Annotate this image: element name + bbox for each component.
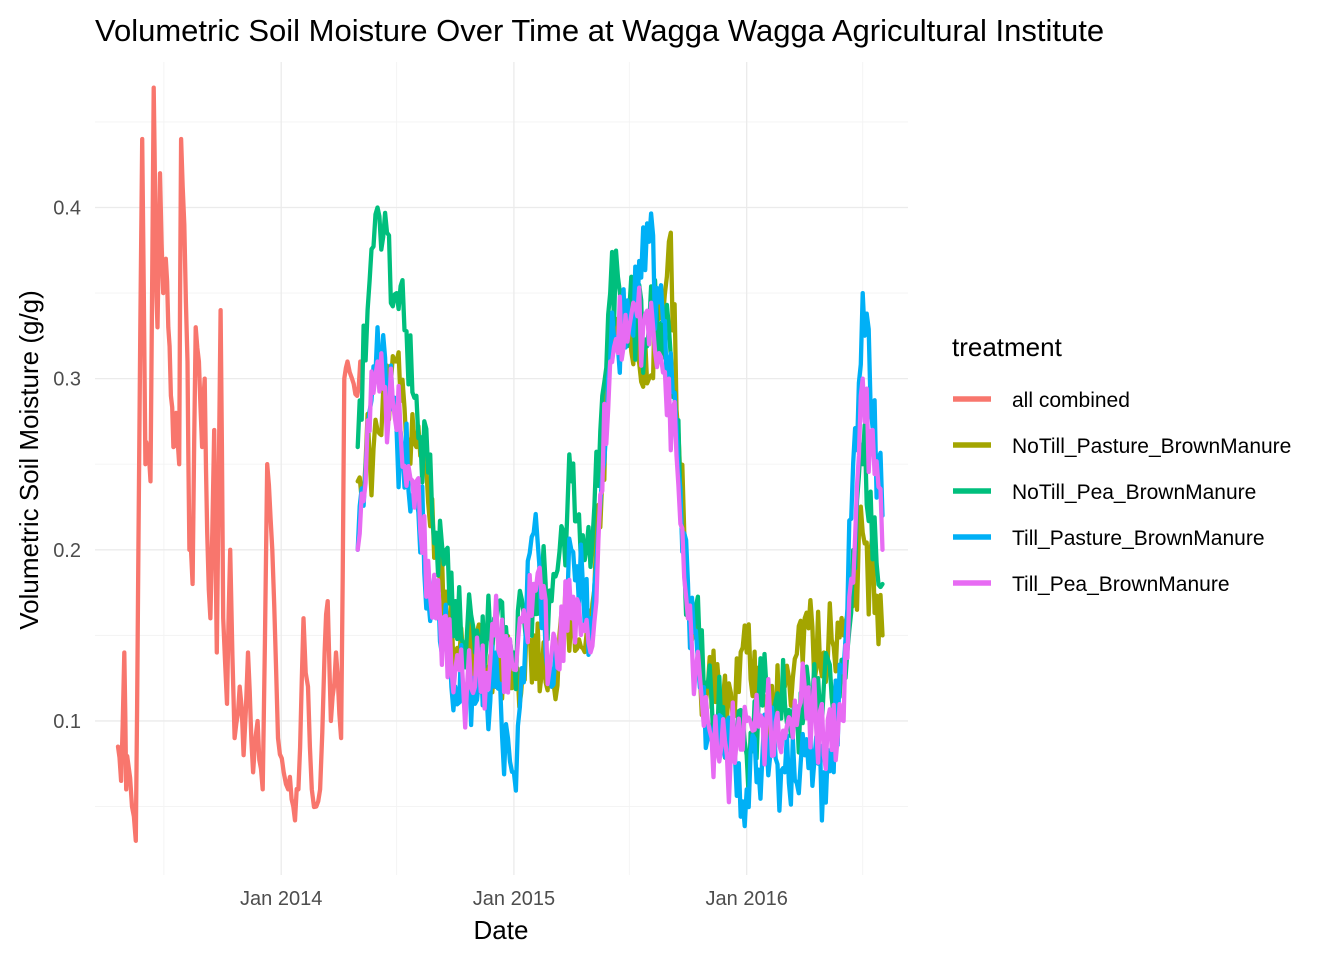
x-tick-label: Jan 2015 (473, 888, 555, 910)
legend-label-till-pasture-brownmanure: Till_Pasture_BrownManure (1012, 527, 1265, 550)
legend: treatment all combined NoTill_Pasture_Bro… (952, 332, 1291, 596)
legend-label-notill-pea-brownmanure: NoTill_Pea_BrownManure (1012, 481, 1256, 504)
y-tick-label: 0.2 (53, 540, 81, 562)
y-tick-label: 0.1 (53, 711, 81, 733)
legend-label-till-pea-brownmanure: Till_Pea_BrownManure (1012, 573, 1230, 596)
y-axis-ticks: 0.1 0.2 0.3 0.4 (53, 197, 81, 732)
legend-items: all combined NoTill_Pasture_BrownManure No… (953, 389, 1291, 596)
x-axis-title: Date (474, 915, 529, 945)
series-line-till-pea-brownmanure (355, 285, 885, 805)
chart-title: Volumetric Soil Moisture Over Time at Wa… (95, 13, 1104, 48)
series-line-all-combined (115, 85, 363, 843)
y-tick-label: 0.4 (53, 197, 81, 219)
x-tick-label: Jan 2014 (240, 888, 322, 910)
legend-title: treatment (952, 332, 1063, 362)
series-lines (115, 85, 885, 843)
legend-label-notill-pasture-brownmanure: NoTill_Pasture_BrownManure (1012, 435, 1291, 458)
y-axis-title: Volumetric Soil Moisture (g/g) (14, 290, 44, 630)
legend-label-all-combined: all combined (1012, 389, 1130, 412)
x-tick-label: Jan 2016 (706, 888, 788, 910)
y-tick-label: 0.3 (53, 369, 81, 391)
x-axis-ticks: Jan 2014 Jan 2015 Jan 2016 (240, 888, 788, 910)
